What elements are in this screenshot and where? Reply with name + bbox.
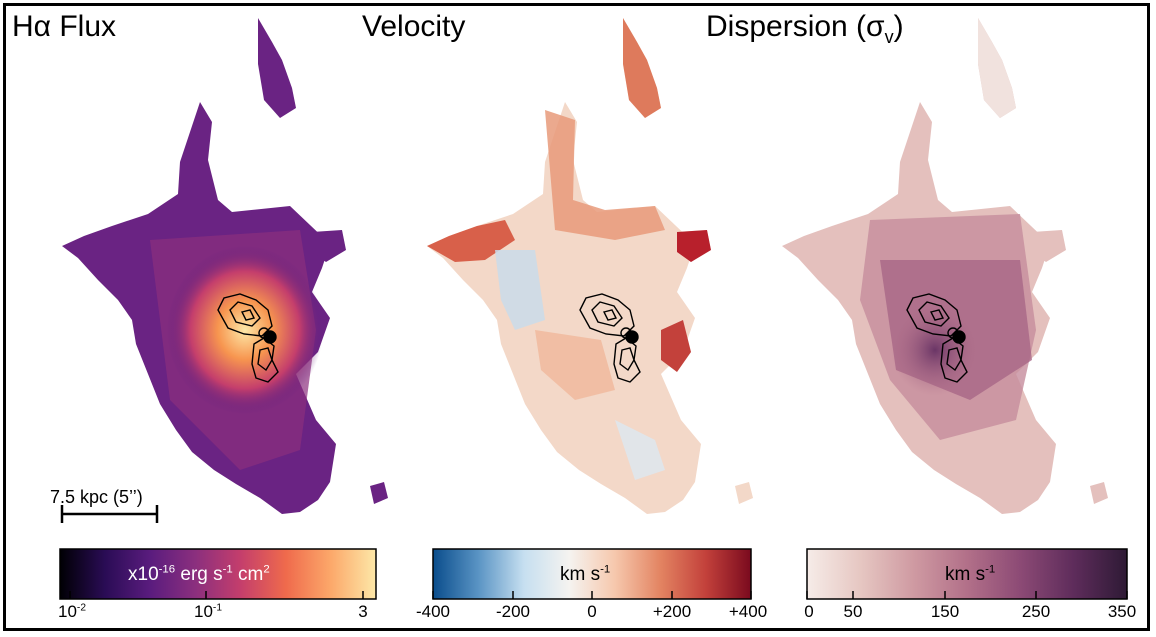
tick-dispersion-4: 350	[1107, 602, 1137, 621]
tick-dispersion-2: 150	[930, 602, 960, 621]
flux-map	[62, 18, 388, 514]
tick-flux-0: 10-2	[58, 602, 86, 621]
colorbar-flux	[59, 548, 377, 600]
tick-dispersion-1: 50	[843, 602, 863, 621]
tick-dispersion-3: 250	[1021, 602, 1051, 621]
tick-dispersion-0: 0	[804, 602, 814, 621]
tick-velocity-1: -200	[495, 602, 531, 621]
velocity-map	[427, 18, 753, 514]
scale-bar-label: 7.5 kpc (5’’)	[50, 487, 143, 507]
tick-velocity-0: -400	[415, 602, 451, 621]
panel-title-flux: Hα Flux	[12, 10, 117, 43]
panel-title-velocity: Velocity	[362, 10, 466, 43]
tick-flux-2: 3	[358, 602, 368, 621]
tick-velocity-3: +200	[652, 602, 692, 621]
colorbar-velocity	[432, 548, 752, 600]
panel-title-dispersion: Dispersion (σv)	[706, 10, 904, 47]
tick-velocity-2: 0	[587, 602, 597, 621]
colorbar-dispersion	[806, 548, 1128, 600]
tick-flux-1: 10-1	[194, 602, 222, 621]
colorbar-velocity-label: km s-1	[560, 563, 611, 585]
colorbar-flux-label: x10-16 erg s-1 cm2	[128, 563, 270, 585]
dispersion-map	[782, 18, 1108, 514]
tick-velocity-4: +400	[728, 602, 768, 621]
colorbar-dispersion-label: km s-1	[945, 563, 996, 585]
scale-bar	[60, 505, 159, 523]
